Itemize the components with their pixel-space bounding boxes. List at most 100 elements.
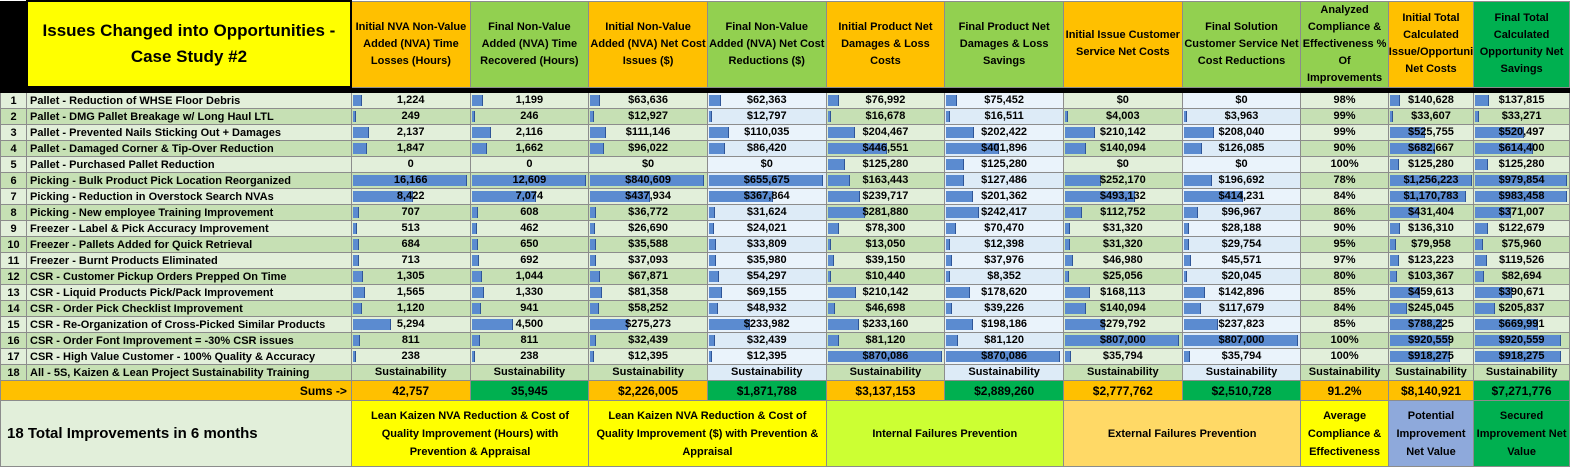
row-number[interactable]: 17 [0, 348, 28, 365]
value-cell[interactable]: $983,458 [1473, 188, 1570, 205]
value-cell[interactable]: $390,671 [1473, 284, 1570, 301]
row-number[interactable]: 6 [0, 172, 28, 189]
value-cell[interactable]: $178,620 [944, 284, 1064, 301]
value-cell[interactable]: 0 [350, 156, 471, 173]
value-cell[interactable]: 1,847 [350, 140, 471, 157]
value-cell[interactable]: $26,690 [588, 220, 708, 237]
value-cell[interactable]: $239,717 [825, 188, 946, 205]
sums-label[interactable]: Sums -> [0, 380, 352, 401]
value-cell[interactable]: $31,624 [706, 204, 827, 221]
value-cell[interactable]: $20,045 [1181, 268, 1302, 285]
footer-group-label[interactable]: Average Compliance & Effectiveness [1300, 400, 1389, 467]
value-cell[interactable]: $12,395 [588, 348, 708, 365]
value-cell[interactable]: $233,982 [706, 316, 827, 333]
row-number[interactable]: 2 [0, 108, 28, 125]
row-number[interactable]: 10 [0, 236, 28, 253]
value-cell[interactable]: $13,050 [825, 236, 946, 253]
value-cell[interactable]: $242,417 [944, 204, 1064, 221]
row-description[interactable]: Pallet - Purchased Pallet Reduction [26, 156, 352, 173]
value-cell[interactable]: $446,551 [825, 140, 946, 157]
value-cell[interactable]: 811 [350, 332, 471, 349]
value-cell[interactable]: $3,963 [1181, 108, 1302, 125]
value-cell[interactable]: $205,837 [1473, 300, 1570, 317]
value-cell[interactable]: Sustainability [706, 364, 827, 381]
value-cell[interactable]: $140,628 [1387, 92, 1475, 109]
value-cell[interactable]: $63,636 [588, 92, 708, 109]
value-cell[interactable]: 650 [469, 236, 590, 253]
value-cell[interactable]: $198,186 [944, 316, 1064, 333]
column-header-5[interactable]: Initial Product Net Damages & Loss Costs [825, 0, 946, 88]
value-cell[interactable]: $79,958 [1387, 236, 1475, 253]
value-cell[interactable]: 684 [350, 236, 471, 253]
value-cell[interactable]: 97% [1300, 252, 1389, 269]
value-cell[interactable]: $75,960 [1473, 236, 1570, 253]
value-cell[interactable]: $431,404 [1387, 204, 1475, 221]
row-number[interactable]: 13 [0, 284, 28, 301]
value-cell[interactable]: $125,280 [944, 156, 1064, 173]
value-cell[interactable]: $31,320 [1062, 220, 1183, 237]
value-cell[interactable]: 513 [350, 220, 471, 237]
value-cell[interactable]: Sustainability [944, 364, 1064, 381]
value-cell[interactable]: Sustainability [825, 364, 946, 381]
column-header-8[interactable]: Final Solution Customer Service Net Cost… [1181, 0, 1302, 88]
value-cell[interactable]: $210,142 [1062, 124, 1183, 141]
value-cell[interactable]: $371,007 [1473, 204, 1570, 221]
value-cell[interactable]: $82,694 [1473, 268, 1570, 285]
value-cell[interactable]: $76,992 [825, 92, 946, 109]
value-cell[interactable]: 941 [469, 300, 590, 317]
value-cell[interactable]: $39,150 [825, 252, 946, 269]
row-number[interactable]: 16 [0, 332, 28, 349]
value-cell[interactable]: 811 [469, 332, 590, 349]
footer-group-label[interactable]: Lean Kaizen NVA Reduction & Cost of Qual… [350, 400, 590, 467]
value-cell[interactable]: $168,113 [1062, 284, 1183, 301]
value-cell[interactable]: $252,170 [1062, 172, 1183, 189]
value-cell[interactable]: 1,044 [469, 268, 590, 285]
value-cell[interactable]: $70,470 [944, 220, 1064, 237]
column-header-11[interactable]: Final Total Calculated Opportunity Net S… [1473, 0, 1570, 88]
value-cell[interactable]: $279,792 [1062, 316, 1183, 333]
value-cell[interactable]: $46,698 [825, 300, 946, 317]
value-cell[interactable]: $32,439 [588, 332, 708, 349]
value-cell[interactable]: Sustainability [588, 364, 708, 381]
value-cell[interactable]: 0 [469, 156, 590, 173]
value-cell[interactable]: 98% [1300, 92, 1389, 109]
row-description[interactable]: Freezer - Label & Pick Accuracy Improvem… [26, 220, 352, 237]
value-cell[interactable]: $0 [588, 156, 708, 173]
value-cell[interactable]: $78,300 [825, 220, 946, 237]
value-cell[interactable]: $233,160 [825, 316, 946, 333]
value-cell[interactable]: 90% [1300, 140, 1389, 157]
value-cell[interactable]: $0 [1181, 92, 1302, 109]
value-cell[interactable]: $807,000 [1181, 332, 1302, 349]
value-cell[interactable]: 85% [1300, 316, 1389, 333]
value-cell[interactable]: 238 [350, 348, 471, 365]
column-header-3[interactable]: Initial Non-Value Added (NVA) Net Cost I… [588, 0, 708, 88]
value-cell[interactable]: $37,976 [944, 252, 1064, 269]
value-cell[interactable]: $37,093 [588, 252, 708, 269]
value-cell[interactable]: $125,280 [1387, 156, 1475, 173]
value-cell[interactable]: 85% [1300, 284, 1389, 301]
value-cell[interactable]: $920,559 [1473, 332, 1570, 349]
value-cell[interactable]: 238 [469, 348, 590, 365]
value-cell[interactable]: $196,692 [1181, 172, 1302, 189]
value-cell[interactable]: $69,155 [706, 284, 827, 301]
value-cell[interactable]: $16,678 [825, 108, 946, 125]
row-description[interactable]: CSR - High Value Customer - 100% Quality… [26, 348, 352, 365]
row-description[interactable]: Pallet - DMG Pallet Breakage w/ Long Hau… [26, 108, 352, 125]
row-number[interactable]: 15 [0, 316, 28, 333]
row-description[interactable]: Pallet - Prevented Nails Sticking Out + … [26, 124, 352, 141]
value-cell[interactable]: $367,864 [706, 188, 827, 205]
value-cell[interactable]: $46,980 [1062, 252, 1183, 269]
row-number[interactable]: 12 [0, 268, 28, 285]
column-header-9[interactable]: Analyzed Compliance & Effectiveness % Of… [1300, 0, 1389, 88]
value-cell[interactable]: $614,400 [1473, 140, 1570, 157]
value-cell[interactable]: $414,231 [1181, 188, 1302, 205]
row-number[interactable]: 18 [0, 364, 28, 381]
value-cell[interactable]: $31,320 [1062, 236, 1183, 253]
value-cell[interactable]: 462 [469, 220, 590, 237]
value-cell[interactable]: 1,330 [469, 284, 590, 301]
value-cell[interactable]: $140,094 [1062, 140, 1183, 157]
value-cell[interactable]: $35,794 [1062, 348, 1183, 365]
value-cell[interactable]: 78% [1300, 172, 1389, 189]
value-cell[interactable]: 692 [469, 252, 590, 269]
footer-group-label[interactable]: External Failures Prevention [1062, 400, 1302, 467]
